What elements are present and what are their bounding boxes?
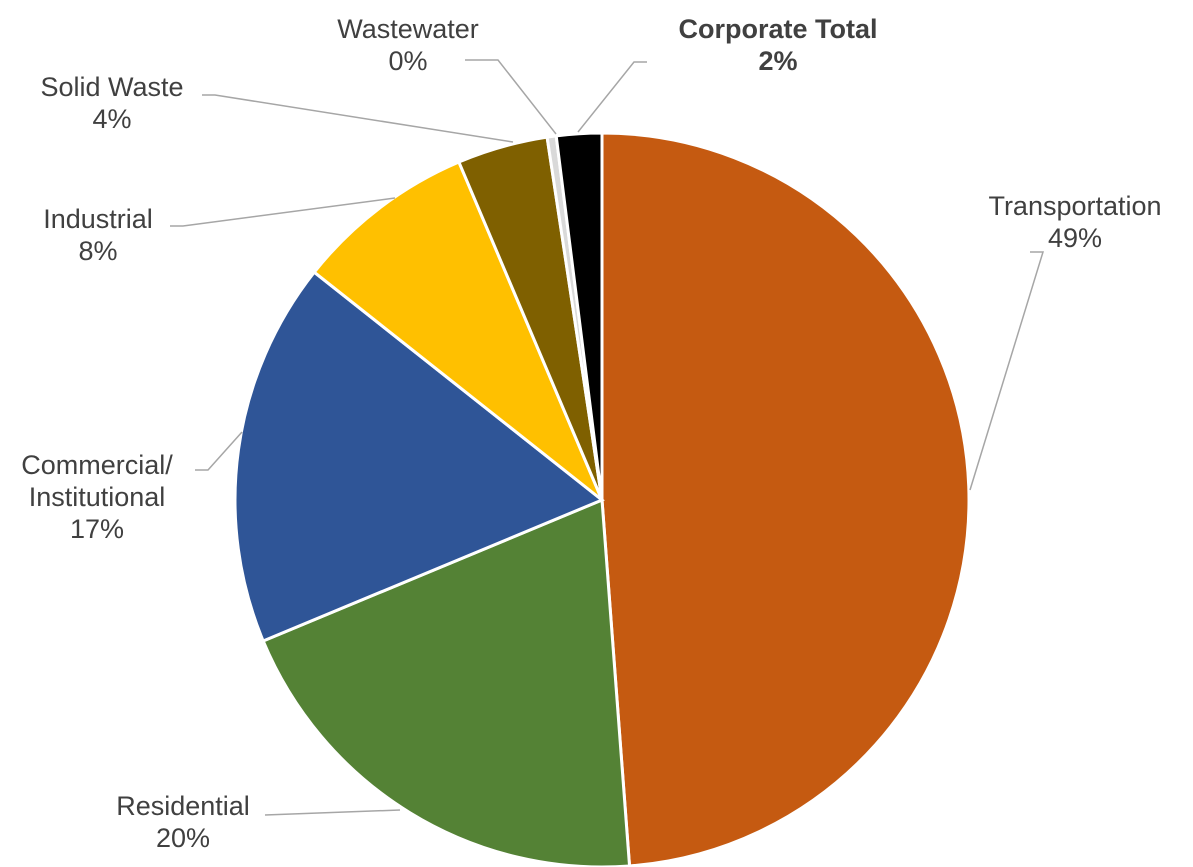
value-label: 20% xyxy=(155,823,211,853)
leader-line xyxy=(465,59,557,135)
leader-line xyxy=(170,197,396,227)
value-label: 0% xyxy=(388,46,428,76)
pie-slice xyxy=(312,160,604,502)
data-label: Industrial 8% xyxy=(43,203,153,267)
category-label: Residential xyxy=(116,791,250,821)
data-label: Corporate Total 2% xyxy=(678,13,877,77)
category-label: Transportation xyxy=(988,191,1162,221)
leader-line xyxy=(202,94,514,143)
category-label: Wastewater xyxy=(337,14,479,44)
value-label: 49% xyxy=(1047,223,1103,253)
category-label: Industrial xyxy=(43,204,153,234)
value-label: 2% xyxy=(758,46,798,76)
leader-line xyxy=(195,431,243,471)
data-label: Solid Waste 4% xyxy=(40,71,183,135)
value-label: 17% xyxy=(69,514,125,544)
category-label: Commercial/ Institutional xyxy=(21,450,173,512)
pie-slice xyxy=(554,131,604,501)
value-label: 8% xyxy=(78,236,118,266)
data-label: Residential 20% xyxy=(116,790,250,854)
pie-slice xyxy=(233,270,605,643)
leader-line xyxy=(969,251,1045,491)
category-label: Corporate Total xyxy=(678,14,878,44)
category-label: Solid Waste xyxy=(40,72,184,102)
value-label: 4% xyxy=(92,104,132,134)
pie-slice xyxy=(600,131,971,867)
data-label: Transportation 49% xyxy=(988,190,1161,254)
leader-line xyxy=(577,61,647,133)
data-label: Wastewater 0% xyxy=(337,13,479,77)
pie-slice xyxy=(261,497,632,867)
data-label: Commercial/ Institutional 17% xyxy=(21,449,173,545)
leader-line xyxy=(264,809,401,816)
